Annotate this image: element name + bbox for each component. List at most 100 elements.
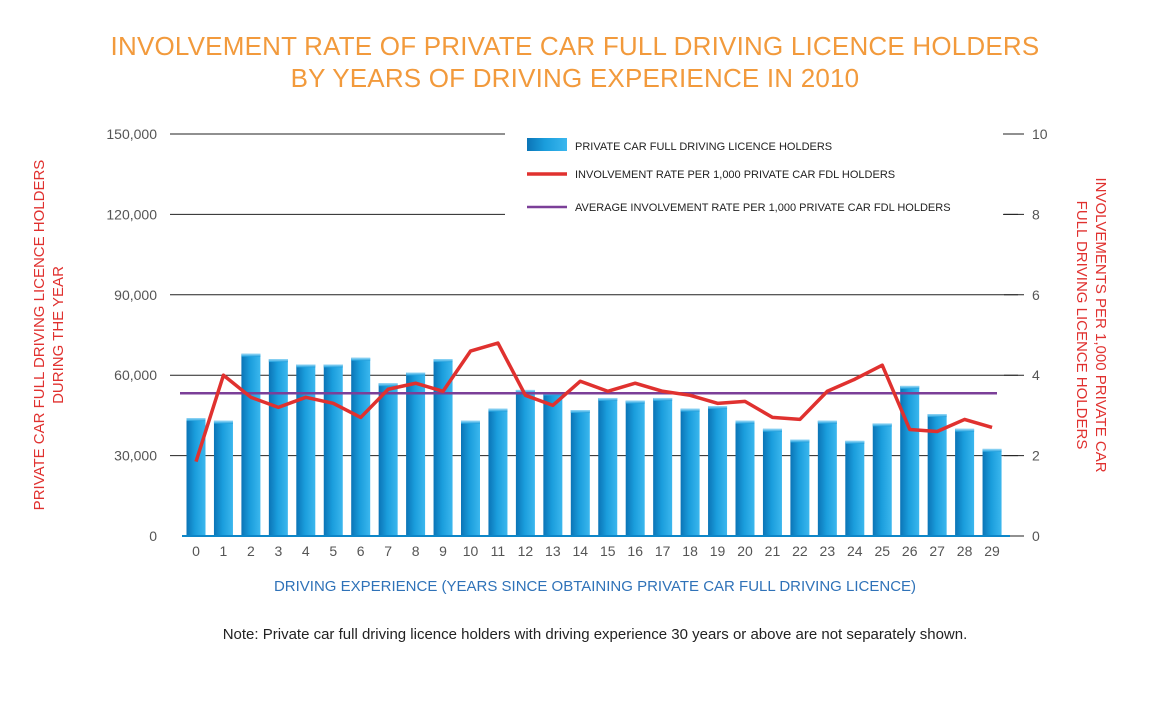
x-tick-label: 26	[902, 543, 918, 559]
y-left-tick-label: 60,000	[114, 367, 157, 383]
x-tick-label: 6	[357, 543, 365, 559]
bar	[817, 420, 837, 536]
x-tick-label: 9	[439, 543, 447, 559]
bar-cap	[955, 428, 975, 432]
y-right-tick-label: 4	[1032, 367, 1040, 383]
bar-cap	[845, 440, 865, 444]
x-tick-label: 11	[491, 543, 506, 559]
y-axis-right-label: INVOLVEMENTS PER 1,000 PRIVATE CAR FULL …	[1070, 125, 1110, 525]
y-axis-left-label-line2: DURING THE YEAR	[50, 266, 67, 404]
bar	[241, 353, 261, 536]
bar	[598, 397, 618, 536]
x-tick-label: 17	[655, 543, 671, 559]
bar-cap	[461, 420, 480, 424]
bar-cap	[323, 364, 343, 368]
bar	[488, 408, 508, 536]
y-right-tick-label: 8	[1032, 206, 1040, 222]
y-right-tick-label: 10	[1032, 126, 1048, 142]
bar-cap	[268, 359, 288, 363]
x-tick-label: 7	[384, 543, 392, 559]
bar	[296, 364, 316, 536]
bar	[927, 414, 947, 536]
bar	[790, 439, 810, 536]
bar	[543, 392, 563, 536]
x-tick-label: 23	[820, 543, 836, 559]
x-tick-label: 1	[220, 543, 228, 559]
chart-title-line2: BY YEARS OF DRIVING EXPERIENCE IN 2010	[290, 63, 860, 93]
bar	[625, 400, 645, 536]
x-tick-label: 14	[573, 543, 589, 559]
bar-cap	[653, 397, 673, 401]
x-tick-label: 12	[518, 543, 534, 559]
x-tick-label: 21	[765, 543, 781, 559]
bar-cap	[708, 406, 728, 410]
y-axis-left-label: PRIVATE CAR FULL DRIVING LICENCE HOLDERS…	[30, 135, 70, 535]
y-axis-left-label-line1: PRIVATE CAR FULL DRIVING LICENCE HOLDERS	[31, 159, 48, 511]
bar-cap	[762, 428, 782, 432]
bar-cap	[213, 420, 233, 424]
bar	[955, 428, 975, 536]
involvement-rate-line	[194, 341, 993, 463]
x-tick-label: 20	[737, 543, 753, 559]
bar	[982, 448, 1002, 536]
x-tick-label: 18	[682, 543, 698, 559]
bar-cap	[790, 439, 810, 443]
bar-cap	[817, 420, 837, 424]
bar	[213, 420, 233, 536]
y-left-tick-label: 150,000	[106, 126, 157, 142]
bar	[762, 428, 782, 536]
bar-cap	[570, 410, 590, 414]
bar	[378, 383, 398, 536]
x-tick-label: 25	[874, 543, 890, 559]
bar	[268, 359, 288, 536]
chart-note: Note: Private car full driving licence h…	[222, 626, 968, 643]
chart-title: INVOLVEMENT RATE OF PRIVATE CAR FULL DRI…	[0, 30, 1150, 94]
y-right-tick-label: 0	[1032, 528, 1040, 544]
x-tick-label: 19	[710, 543, 726, 559]
bar-cap	[927, 414, 947, 418]
legend-label-rate: INVOLVEMENT RATE PER 1,000 PRIVATE CAR F…	[575, 169, 895, 181]
y-right-tick-label: 6	[1032, 287, 1040, 303]
legend-label-average: AVERAGE INVOLVEMENT RATE PER 1,000 PRIVA…	[575, 202, 951, 214]
x-tick-label: 22	[792, 543, 808, 559]
bar-cap	[598, 397, 618, 401]
y-axis-right-label-line2: FULL DRIVING LICENCE HOLDERS	[1073, 200, 1090, 450]
bar	[900, 385, 920, 536]
y-left-tick-label: 90,000	[114, 287, 157, 303]
x-tick-label: 0	[192, 543, 200, 559]
x-tick-label: 28	[957, 543, 973, 559]
x-tick-label: 24	[847, 543, 863, 559]
chart-title-line1: INVOLVEMENT RATE OF PRIVATE CAR FULL DRI…	[110, 31, 1040, 61]
bar-cap	[351, 357, 371, 361]
bar	[323, 364, 343, 536]
x-tick-label: 13	[545, 543, 561, 559]
bar-cap	[680, 408, 700, 412]
bar	[461, 420, 480, 536]
x-tick-label: 2	[247, 543, 255, 559]
x-tick-label: 10	[463, 543, 479, 559]
bar-cap	[982, 448, 1002, 452]
x-tick-label: 3	[274, 543, 282, 559]
bar-cap	[406, 372, 426, 376]
y-left-tick-label: 120,000	[106, 206, 157, 222]
bar-cap	[186, 418, 206, 422]
x-tick-label: 27	[929, 543, 945, 559]
y-axis-right-label-line1: INVOLVEMENTS PER 1,000 PRIVATE CAR	[1092, 177, 1109, 473]
bar	[872, 423, 892, 536]
bar	[351, 357, 371, 536]
bar-cap	[515, 389, 535, 393]
bar	[653, 397, 673, 536]
legend-box	[505, 128, 1003, 224]
bar-cap	[488, 408, 508, 412]
x-tick-label: 15	[600, 543, 616, 559]
bar-cap	[378, 383, 398, 387]
x-tick-label: 5	[329, 543, 337, 559]
y-left-tick-label: 30,000	[114, 448, 157, 464]
bar-cap	[900, 385, 920, 389]
bar	[570, 410, 590, 536]
bar-cap	[872, 423, 892, 427]
x-tick-label: 4	[302, 543, 310, 559]
bar-cap	[241, 353, 261, 357]
